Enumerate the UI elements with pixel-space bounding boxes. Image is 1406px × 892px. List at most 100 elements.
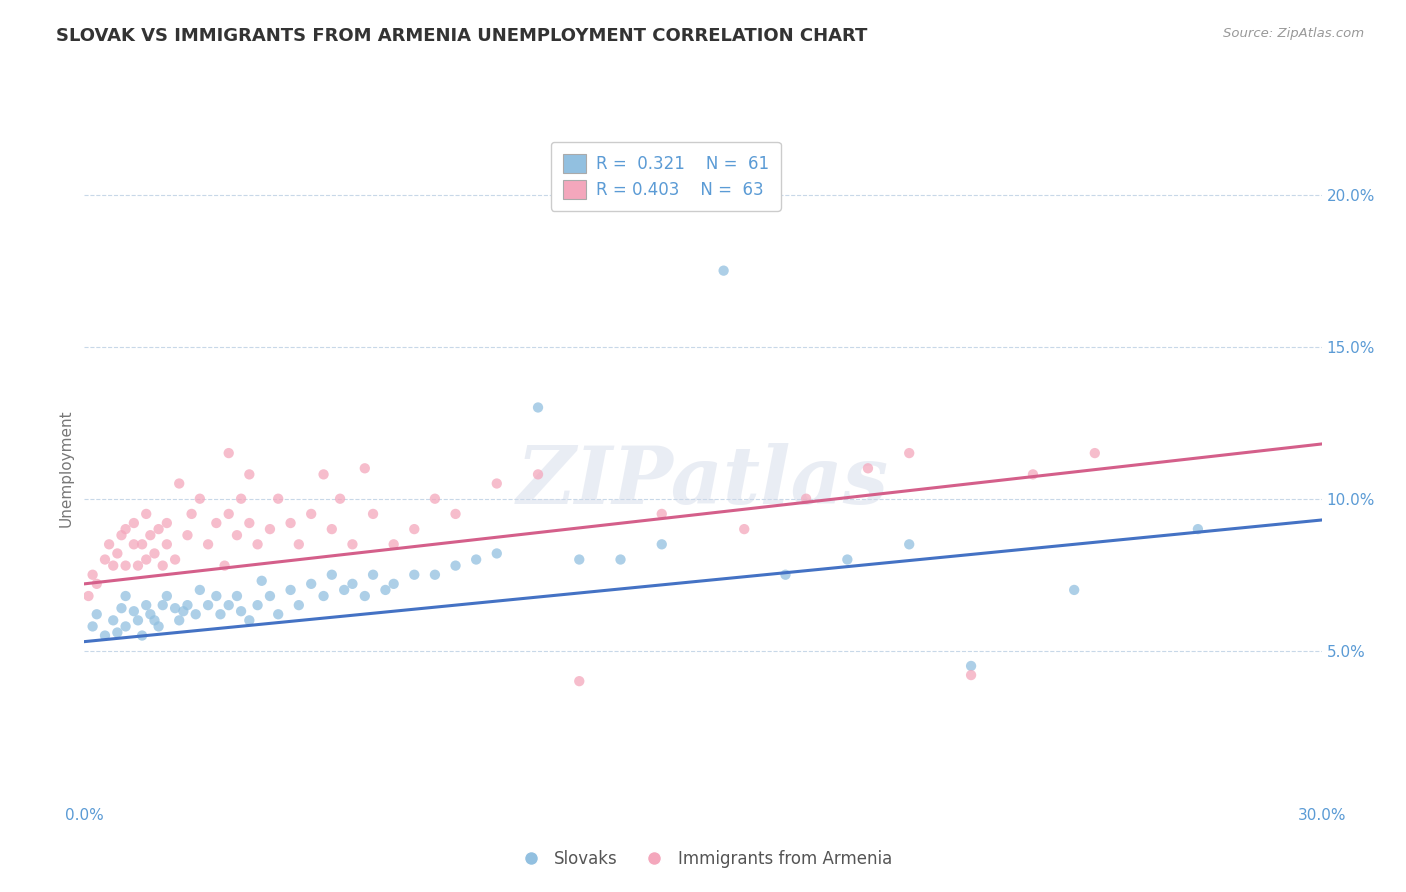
Point	[156, 516, 179, 530]
Point	[1187, 522, 1209, 536]
Point	[103, 613, 125, 627]
Point	[218, 507, 240, 521]
Point	[110, 528, 132, 542]
Point	[250, 574, 273, 588]
Point	[176, 528, 198, 542]
Point	[361, 507, 384, 521]
Point	[238, 516, 260, 530]
Point	[568, 674, 591, 689]
Point	[148, 619, 170, 633]
Point	[288, 537, 311, 551]
Point	[321, 567, 343, 582]
Point	[423, 491, 446, 506]
Point	[775, 567, 797, 582]
Point	[86, 607, 108, 622]
Point	[156, 589, 179, 603]
Point	[361, 567, 384, 582]
Point	[152, 598, 174, 612]
Point	[197, 598, 219, 612]
Point	[86, 577, 108, 591]
Point	[238, 613, 260, 627]
Point	[312, 467, 335, 482]
Point	[259, 522, 281, 536]
Point	[205, 516, 228, 530]
Point	[122, 516, 145, 530]
Point	[353, 461, 375, 475]
Point	[94, 552, 117, 566]
Point	[288, 598, 311, 612]
Legend: Slovaks, Immigrants from Armenia: Slovaks, Immigrants from Armenia	[508, 844, 898, 875]
Point	[131, 628, 153, 642]
Point	[197, 537, 219, 551]
Point	[404, 522, 426, 536]
Point	[527, 467, 550, 482]
Point	[404, 567, 426, 582]
Point	[280, 516, 302, 530]
Point	[82, 567, 104, 582]
Point	[135, 598, 157, 612]
Text: Source: ZipAtlas.com: Source: ZipAtlas.com	[1223, 27, 1364, 40]
Point	[444, 558, 467, 573]
Point	[1084, 446, 1107, 460]
Point	[172, 604, 194, 618]
Point	[238, 467, 260, 482]
Y-axis label: Unemployment: Unemployment	[58, 409, 73, 527]
Point	[1063, 582, 1085, 597]
Point	[114, 558, 136, 573]
Point	[214, 558, 236, 573]
Point	[114, 619, 136, 633]
Legend: R =  0.321    N =  61, R = 0.403    N =  63: R = 0.321 N = 61, R = 0.403 N = 63	[551, 142, 780, 211]
Point	[226, 528, 249, 542]
Point	[837, 552, 859, 566]
Point	[299, 507, 322, 521]
Point	[165, 601, 187, 615]
Text: SLOVAK VS IMMIGRANTS FROM ARMENIA UNEMPLOYMENT CORRELATION CHART: SLOVAK VS IMMIGRANTS FROM ARMENIA UNEMPL…	[56, 27, 868, 45]
Point	[329, 491, 352, 506]
Point	[165, 552, 187, 566]
Point	[259, 589, 281, 603]
Point	[485, 546, 508, 560]
Point	[114, 522, 136, 536]
Point	[94, 628, 117, 642]
Point	[122, 604, 145, 618]
Point	[960, 659, 983, 673]
Point	[122, 537, 145, 551]
Point	[321, 522, 343, 536]
Point	[609, 552, 631, 566]
Point	[205, 589, 228, 603]
Point	[568, 552, 591, 566]
Point	[218, 446, 240, 460]
Point	[152, 558, 174, 573]
Point	[180, 507, 202, 521]
Point	[188, 582, 211, 597]
Point	[82, 619, 104, 633]
Point	[342, 577, 364, 591]
Point	[898, 446, 921, 460]
Point	[312, 589, 335, 603]
Point	[184, 607, 207, 622]
Point	[374, 582, 396, 597]
Point	[105, 546, 128, 560]
Point	[127, 613, 149, 627]
Point	[127, 558, 149, 573]
Point	[103, 558, 125, 573]
Point	[651, 507, 673, 521]
Point	[246, 598, 269, 612]
Point	[267, 491, 290, 506]
Point	[218, 598, 240, 612]
Point	[229, 604, 252, 618]
Point	[98, 537, 121, 551]
Point	[131, 537, 153, 551]
Point	[246, 537, 269, 551]
Point	[143, 546, 166, 560]
Point	[209, 607, 232, 622]
Text: ZIPatlas: ZIPatlas	[517, 443, 889, 520]
Point	[444, 507, 467, 521]
Point	[527, 401, 550, 415]
Point	[110, 601, 132, 615]
Point	[856, 461, 879, 475]
Point	[139, 607, 162, 622]
Point	[105, 625, 128, 640]
Point	[382, 537, 405, 551]
Point	[167, 476, 190, 491]
